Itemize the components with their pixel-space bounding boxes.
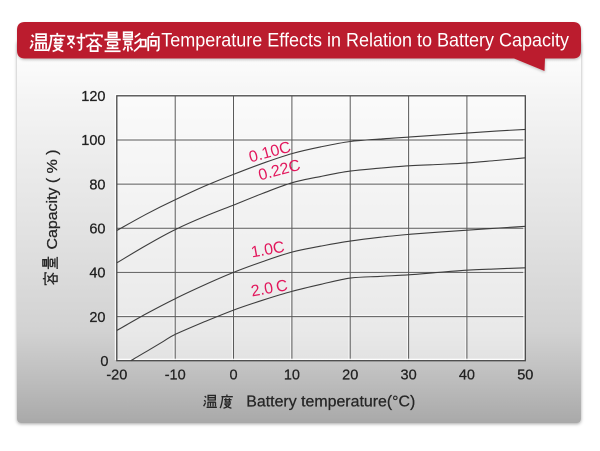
svg-text:1.0C: 1.0C	[250, 239, 286, 262]
svg-text:Temperature Effects in Relatio: Temperature Effects in Relation to Batte…	[161, 30, 569, 52]
svg-text:60: 60	[89, 221, 105, 237]
svg-text:20: 20	[342, 368, 358, 384]
svg-text:-10: -10	[165, 368, 186, 384]
svg-text:0: 0	[100, 354, 108, 370]
svg-text:Battery temperature(°C): Battery temperature(°C)	[246, 394, 415, 411]
svg-text:20: 20	[89, 310, 105, 326]
svg-text:30: 30	[401, 368, 417, 384]
svg-text:2.0 C: 2.0 C	[250, 277, 289, 300]
svg-text:100: 100	[81, 133, 105, 149]
svg-text:40: 40	[459, 368, 475, 384]
svg-text:80: 80	[89, 177, 105, 193]
svg-text:120: 120	[81, 89, 105, 105]
svg-text:-20: -20	[106, 368, 127, 384]
svg-text:40: 40	[89, 266, 105, 282]
svg-text:0: 0	[229, 368, 237, 384]
svg-text:Capacity ( % ): Capacity ( % )	[44, 150, 61, 250]
svg-text:10: 10	[284, 368, 300, 384]
svg-text:50: 50	[517, 368, 533, 384]
